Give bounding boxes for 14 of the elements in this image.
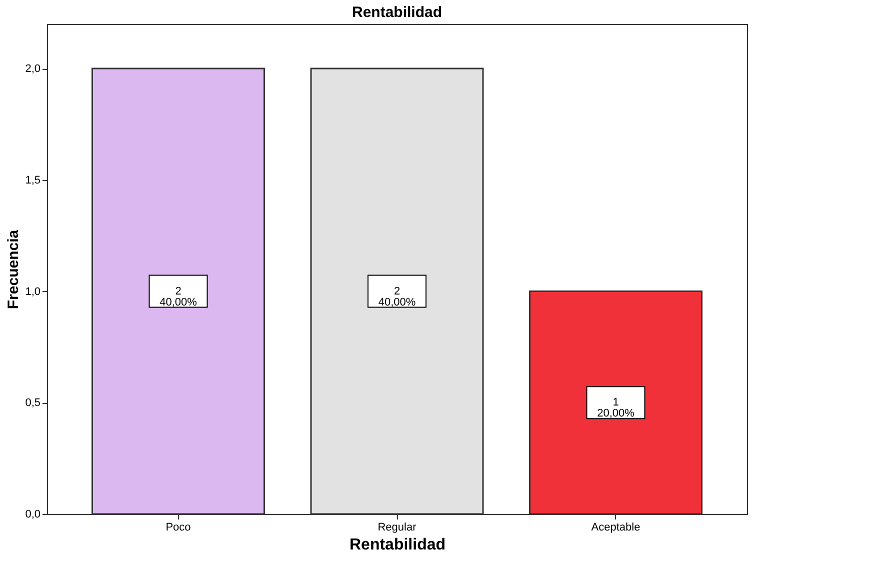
x-tick-label: Regular [378, 522, 417, 534]
y-axis-title: Frecuencia [5, 229, 22, 310]
chart-title: Rentabilidad [352, 4, 442, 21]
y-tick-label: 1,5 [25, 174, 40, 186]
x-tick-label: Aceptable [591, 522, 640, 534]
x-tick-label: Poco [166, 522, 191, 534]
y-tick-label: 0,0 [25, 508, 40, 520]
data-label: 2 40,00% [160, 285, 198, 308]
y-tick-label: 2,0 [25, 63, 40, 76]
data-label: 1 20,00% [597, 396, 635, 420]
x-axis-title: Rentabilidad [349, 536, 446, 554]
y-tick-label: 1,0 [25, 286, 40, 298]
y-tick-label: 0,5 [25, 397, 40, 410]
data-label: 2 40,00% [378, 285, 416, 308]
